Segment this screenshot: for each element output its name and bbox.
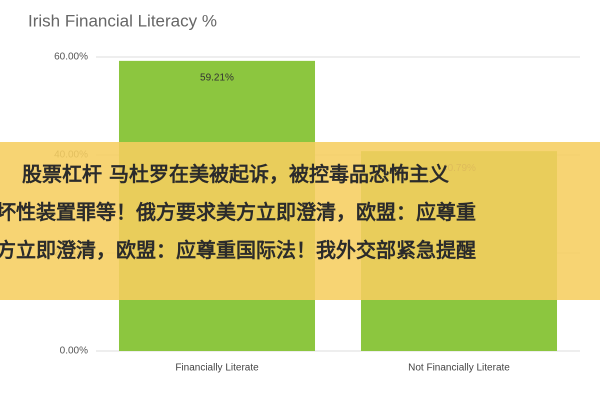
x-tick-label: Not Financially Literate <box>408 363 510 374</box>
chart-title: Irish Financial Literacy % <box>28 11 217 30</box>
data-label: 59.21% <box>200 73 234 84</box>
banner-line: 方立即澄清，欧盟：应尊重国际法！我外交部紧急提醒 <box>0 238 476 262</box>
banner-line: 坏性装置罪等！俄方要求美方立即澄清，欧盟：应尊重 <box>0 200 476 224</box>
ad-banner[interactable]: 股票杠杆 马杜罗在美被起诉，被控毒品恐怖主义 坏性装置罪等！俄方要求美方立即澄清… <box>0 142 600 300</box>
x-tick-label: Financially Literate <box>175 363 259 374</box>
y-tick-label: 60.00% <box>54 52 88 63</box>
y-tick-label: 0.00% <box>60 346 88 357</box>
banner-line: 股票杠杆 马杜罗在美被起诉，被控毒品恐怖主义 <box>22 162 449 186</box>
